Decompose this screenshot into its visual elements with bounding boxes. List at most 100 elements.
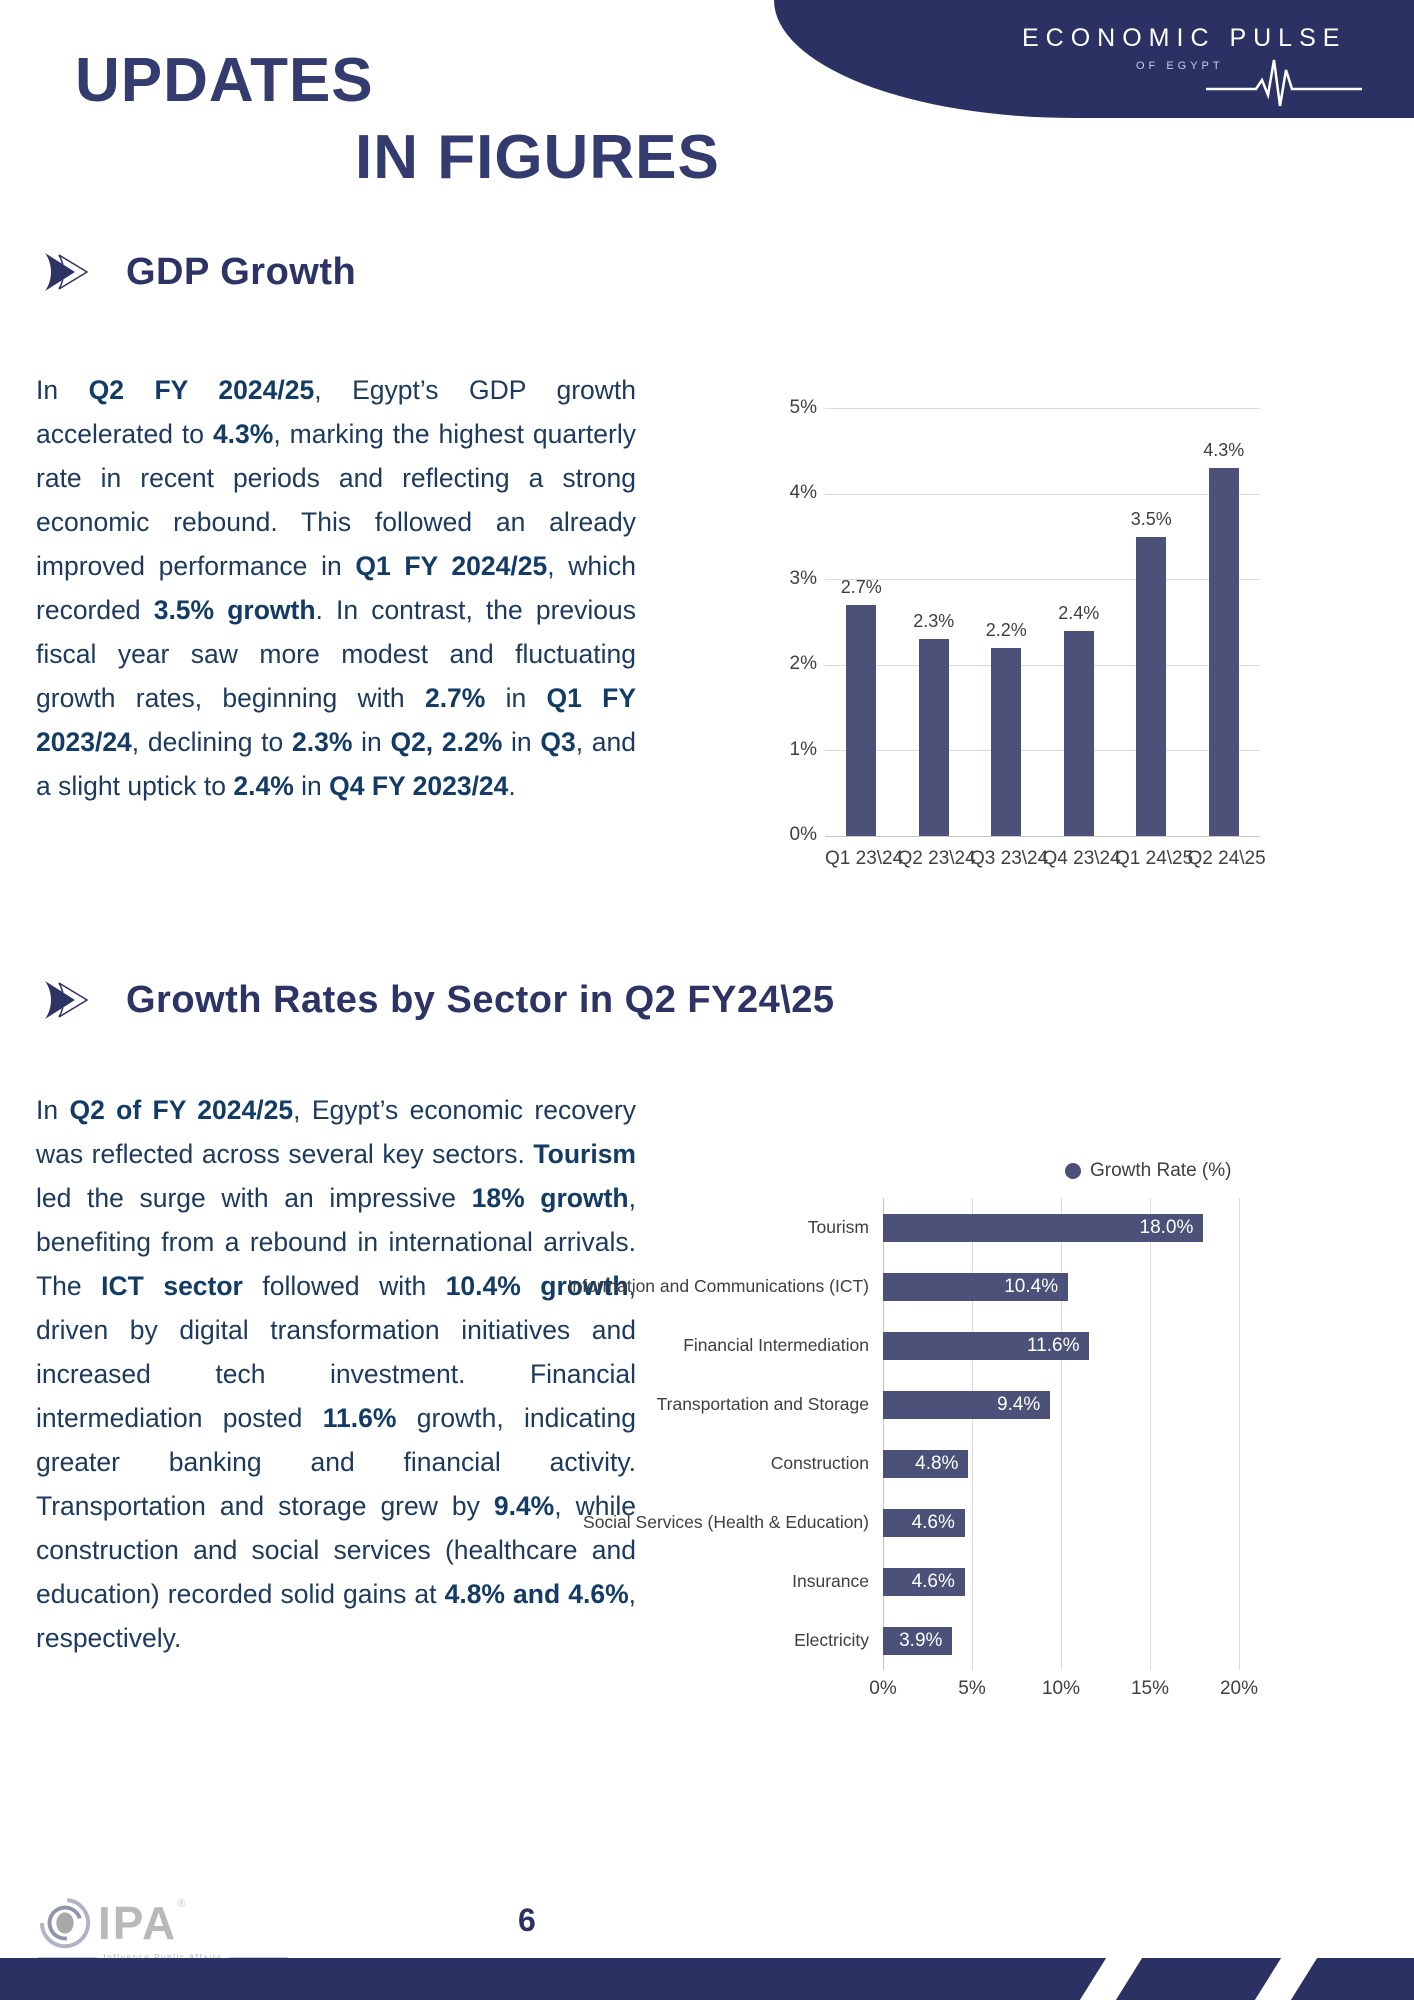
gdp-bar-value: 2.3% [913,611,955,632]
sector-xtick-label: 20% [1219,1678,1259,1699]
gdp-bar-value: 2.7% [840,577,882,598]
gdp-gridline [825,664,1260,666]
bold-text-run: Q2, 2.2% [390,727,503,757]
title-line-1: UPDATES [75,46,374,115]
text-run: in [293,771,330,801]
bold-text-run: 18% growth [471,1183,629,1213]
text-run: , which recorded [36,551,636,625]
bottom-bar [0,1956,1414,2000]
sector-gridline [1238,1198,1240,1670]
sector-gridline [882,1198,884,1670]
text-run: , marking the highest quarterly rate in … [36,419,636,581]
text-run: . In contrast, the previous fiscal year … [36,595,637,713]
bold-text-run: 2.7% [424,683,486,713]
sector-bar [883,1272,1069,1301]
bold-text-run: 3.5% growth [153,595,316,625]
gdp-xtick-label: Q4 23\24 [1042,848,1121,869]
gdp-ytick-label: 4% [789,482,817,503]
gdp-ytick-label: 2% [789,653,817,674]
gdp-bar [1208,468,1239,836]
sector-gridline [1149,1198,1151,1670]
ipa-logo-row: IPA ® [38,1896,288,1950]
header-brand-blob: ECONOMIC PULSE OF EGYPT [774,0,1414,118]
gdp-xtick-label: Q3 23\24 [970,848,1049,869]
text-run: growth, indicating greater banking and f… [36,1403,636,1521]
section-sector-title: Growth Rates by Sector in Q2 FY24\25 [126,978,835,1021]
sector-bar [883,1567,965,1596]
ipa-logo: IPA ® Influence Public Affairs [38,1896,288,1962]
bold-text-run: 2.4% [233,771,294,801]
text-run: in [485,683,547,713]
bold-text-run: 2.3% [292,727,353,757]
gdp-xtick-label: Q2 23\24 [897,848,976,869]
sector-gridline [1060,1198,1062,1670]
bold-text-run: Q1 FY 2024/25 [355,551,548,581]
sector-category-label: Transportation and Storage [656,1393,869,1414]
double-arrow-icon [45,253,89,291]
text-run: , respectively. [36,1579,637,1653]
gdp-bar [991,647,1022,836]
bold-text-run: Tourism [533,1139,636,1169]
gdp-bar-value: 4.3% [1203,440,1245,461]
gdp-ytick-label: 3% [789,567,817,589]
brand-name: ECONOMIC PULSE [1022,24,1347,52]
double-arrow-icon [45,981,89,1019]
gdp-gridline [825,408,1260,409]
slash-decoration [1253,1956,1319,2000]
gdp-bar [1063,630,1094,836]
bold-text-run: 11.6% [322,1403,397,1433]
sector-bar-value: 4.8% [915,1452,959,1474]
sector-category-label: Financial Intermediation [683,1334,869,1355]
bold-text-run: Q3 [540,727,576,757]
brand-subtitle: OF EGYPT [1136,60,1224,72]
bold-text-run: Q1 FY 2023/24 [36,683,636,757]
ipa-registered-mark: ® [177,1898,186,1910]
gdp-gridline [825,493,1260,495]
slash-decoration [1078,1956,1144,2000]
sector-category-label: Insurance [792,1570,869,1591]
text-run: . [508,771,516,801]
gdp-xtick-label: Q1 23\24 [825,848,904,869]
sector-paragraph: In Q2 of FY 2024/25, Egypt’s economic re… [36,1088,636,1660]
sector-gridline [971,1198,973,1670]
gdp-ytick-label: 1% [789,738,817,760]
sector-category-label: Information and Communications (ICT) [567,1275,870,1296]
legend-marker [1065,1163,1081,1179]
ipa-logo-icon [39,1897,91,1949]
sector-growth-chart: Growth Rate (%) 0% 5% 10% 15% 20% Tourism 18.0%… [568,1150,1295,1710]
sector-legend: Growth Rate (%) [1065,1160,1231,1182]
ipa-logo-subtitle: Influence Public Affairs [38,1953,288,1962]
gdp-bar [1136,536,1167,836]
sector-bar-value: 4.6% [911,1570,955,1592]
sector-xtick-label: 0% [869,1678,897,1699]
sector-bar [883,1390,1051,1419]
text-run: , benefiting from a rebound in internati… [36,1183,636,1301]
sector-category-label: Tourism [807,1216,869,1237]
ipa-logo-text: IPA [98,1897,178,1949]
gdp-growth-chart: 0% 1% 2% 3% 4% 5% 2.7% Q1 23\24 2.3% Q2 23\24 2.2%… [780,388,1280,870]
gdp-gridline [825,835,1260,837]
gdp-bar [918,639,949,836]
sector-xtick-label: 15% [1130,1678,1170,1699]
page-number: 6 [518,1902,536,1938]
gdp-bar-value: 3.5% [1130,508,1172,529]
sector-xtick-label: 10% [1041,1678,1081,1699]
section-gdp-heading: GDP Growth [42,250,356,294]
text-run: In [36,375,89,405]
sector-category-label: Social Services (Health & Education) [583,1511,869,1532]
sector-bar [883,1626,953,1655]
sector-bar [883,1449,969,1478]
bold-text-run: 4.8% and 4.6% [444,1579,629,1609]
gdp-xtick-label: Q1 24\25 [1115,848,1194,869]
sector-xtick-label: 5% [958,1678,986,1699]
text-run: , Egypt’s economic recovery was reflecte… [36,1095,636,1169]
gdp-gridline [825,579,1260,580]
sector-bar-value: 10.4% [1004,1275,1059,1297]
sector-bar [883,1331,1090,1360]
gdp-gridline [825,750,1260,751]
sector-bar [883,1508,965,1537]
gdp-ytick-label: 0% [789,824,817,845]
title-line-2: IN FIGURES [355,123,720,193]
text-run: in [502,727,541,757]
